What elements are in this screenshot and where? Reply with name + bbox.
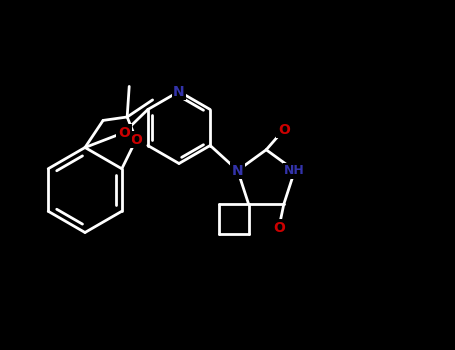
Text: O: O	[278, 123, 290, 137]
Text: O: O	[130, 133, 142, 147]
Text: NH: NH	[284, 164, 305, 177]
Text: O: O	[118, 126, 130, 140]
Text: N: N	[173, 84, 185, 98]
Text: N: N	[232, 163, 243, 177]
Text: O: O	[273, 221, 285, 235]
